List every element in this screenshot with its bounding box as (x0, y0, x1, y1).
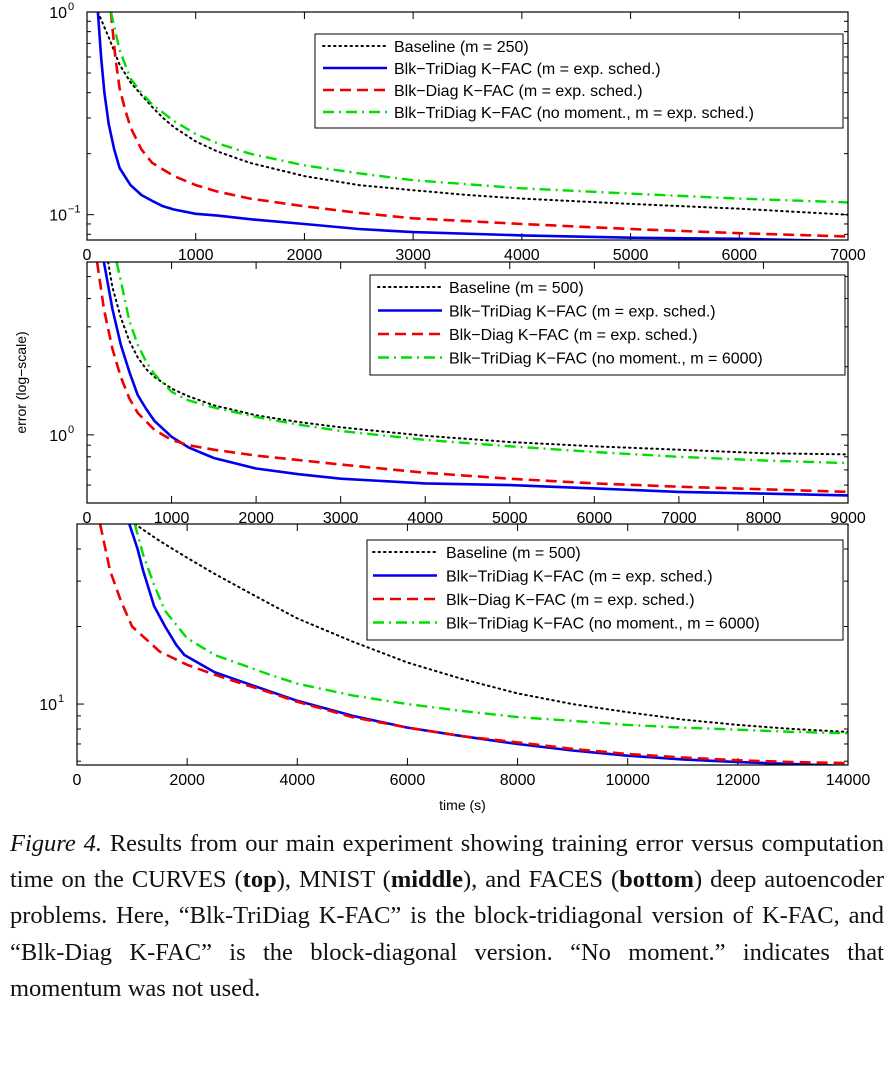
legend-box (314, 33, 844, 129)
axes-frame (76, 523, 849, 766)
series-line-1 (96, 12, 848, 240)
caption-text-4: ) deep autoencoder problems. Here, “Blk-… (10, 866, 884, 1002)
caption-label: Figure 4. (10, 830, 102, 857)
legend-label-0: Baseline (m = 500) (446, 545, 581, 562)
legend-label-0: Baseline (m = 250) (394, 39, 529, 56)
x-tick-label: 3000 (323, 510, 359, 527)
legend-label-2: Blk−Diag K−FAC (m = exp. sched.) (446, 592, 695, 609)
series-line-1 (102, 262, 848, 497)
x-axis-label: time (s) (439, 797, 486, 813)
series-line-0 (133, 524, 848, 733)
x-tick-label: 7000 (830, 247, 866, 264)
caption-text-2: ), MNIST ( (276, 866, 391, 894)
x-tick-label: 6000 (577, 510, 613, 527)
x-tick-label: 0 (83, 247, 92, 264)
x-tick-label: 8000 (500, 772, 536, 789)
x-tick-label: 8000 (746, 510, 782, 527)
caption-bold-middle: middle (390, 866, 463, 894)
x-tick-label: 5000 (492, 510, 528, 527)
series-line-3 (109, 12, 848, 204)
x-tick-label: 1000 (178, 247, 214, 264)
x-tick-label: 5000 (613, 247, 649, 264)
legend-label-2: Blk−Diag K−FAC (m = exp. sched.) (394, 83, 643, 100)
caption-text-3: ), and FACES ( (463, 866, 620, 894)
legend-box (369, 274, 846, 376)
y-tick-label: 10 (49, 5, 67, 22)
series-line-0 (107, 262, 848, 456)
x-tick-label: 14000 (826, 772, 871, 789)
x-tick-label: 4000 (279, 772, 315, 789)
y-tick-label: 10 (49, 428, 67, 445)
x-tick-label: 9000 (830, 510, 866, 527)
x-tick-label: 3000 (395, 247, 431, 264)
legend-label-1: Blk−TriDiag K−FAC (m = exp. sched.) (394, 61, 661, 78)
legend-label-1: Blk−TriDiag K−FAC (m = exp. sched.) (449, 304, 716, 321)
caption-bold-top: top (242, 866, 277, 894)
axes-frame (86, 261, 849, 504)
x-tick-label: 2000 (169, 772, 205, 789)
x-tick-label: 2000 (238, 510, 274, 527)
figure-caption: Figure 4. Results from our main experime… (10, 826, 884, 1007)
x-tick-label: 2000 (287, 247, 323, 264)
legend-label-3: Blk−TriDiag K−FAC (no moment., m = 6000) (446, 616, 760, 633)
axes-frame (86, 11, 849, 241)
chart-panel-bottom: 0 2000 4000 6000 8000 10000 12000 14000 10 1 Basel… (39, 523, 871, 813)
series-line-3 (133, 524, 848, 735)
x-tick-label: 0 (73, 772, 82, 789)
y-tick-label: 10 (39, 697, 57, 714)
x-tick-label: 0 (83, 510, 92, 527)
legend-label-3: Blk−TriDiag K−FAC (no moment., m = 6000) (449, 351, 763, 368)
x-tick-label: 4000 (504, 247, 540, 264)
series-line-0 (96, 12, 848, 216)
y-tick-exponent: 0 (68, 424, 74, 436)
series-line-3 (115, 262, 848, 465)
x-tick-label: 1000 (154, 510, 190, 527)
y-tick-exponent: 0 (68, 1, 74, 13)
legend-label-2: Blk−Diag K−FAC (m = exp. sched.) (449, 327, 698, 344)
legend-label-3: Blk−TriDiag K−FAC (no moment., m = exp. … (394, 105, 754, 122)
y-tick-label: 10 (49, 208, 67, 225)
legend-label-1: Blk−TriDiag K−FAC (m = exp. sched.) (446, 569, 713, 586)
x-tick-label: 4000 (407, 510, 443, 527)
x-tick-label: 10000 (605, 772, 650, 789)
y-axis-label: error (log−scale) (13, 331, 29, 433)
y-tick-exponent: −1 (68, 204, 81, 216)
y-tick-exponent: 1 (58, 693, 64, 705)
caption-bold-bottom: bottom (619, 866, 694, 894)
series-line-2 (109, 12, 848, 238)
x-tick-label: 6000 (390, 772, 426, 789)
series-line-2 (95, 262, 848, 494)
series-line-2 (98, 524, 848, 765)
x-tick-label: 6000 (721, 247, 757, 264)
x-tick-label: 12000 (716, 772, 761, 789)
legend-label-0: Baseline (m = 500) (449, 280, 584, 297)
legend-box (366, 539, 844, 641)
x-tick-label: 7000 (661, 510, 697, 527)
caption-text-1: Results from our main experiment showing… (10, 830, 884, 894)
